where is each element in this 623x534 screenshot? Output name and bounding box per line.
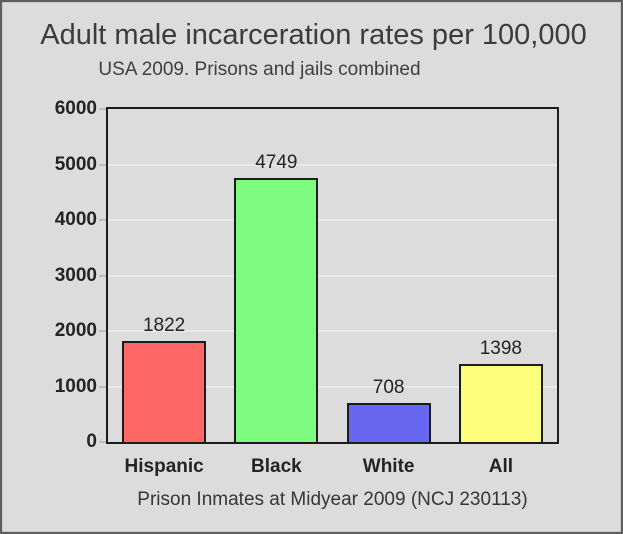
bar-black: [234, 178, 318, 442]
gridline-5000: [108, 163, 557, 166]
x-axis-label-all: All: [488, 456, 514, 477]
y-axis-label-4000: 4000: [54, 209, 97, 230]
y-axis-label-1000: 1000: [54, 375, 97, 397]
gridline-3000: [108, 274, 557, 277]
y-tick-1000: [99, 385, 106, 388]
y-axis-label-2000: 2000: [54, 320, 97, 341]
y-axis-label-3000: 3000: [54, 264, 97, 286]
x-axis-label-white: White: [362, 456, 415, 477]
y-tick-0: [99, 441, 106, 443]
y-axis-label-6000: 6000: [54, 98, 97, 119]
y-tick-2000: [99, 330, 106, 332]
gridline-1000: [108, 385, 557, 388]
y-tick-4000: [99, 219, 106, 221]
chart-title: Adult male incarceration rates per 100,0…: [40, 19, 587, 51]
bar-value-black: 4749: [255, 152, 298, 173]
bar-all: [459, 364, 543, 442]
x-axis-label-hispanic: Hispanic: [124, 456, 204, 477]
x-axis-label-black: Black: [251, 456, 302, 477]
bar-white: [347, 403, 431, 442]
y-axis-label-0: 0: [86, 431, 97, 452]
bar-hispanic: [122, 341, 206, 442]
chart-subtitle: USA 2009. Prisons and jails combined: [98, 59, 421, 80]
y-tick-3000: [99, 274, 106, 277]
gridline-2000: [108, 330, 557, 332]
bar-value-white: 708: [372, 377, 405, 398]
bar-value-all: 1398: [479, 338, 523, 359]
bar-value-hispanic: 1822: [142, 315, 186, 336]
y-tick-6000: [99, 108, 106, 110]
plot-area: 1822 4749 708 1398: [99, 107, 559, 444]
y-axis-label-5000: 5000: [54, 153, 97, 175]
source-caption: Prison Inmates at Midyear 2009 (NCJ 2301…: [137, 489, 528, 510]
y-tick-5000: [99, 163, 106, 166]
gridline-4000: [108, 219, 557, 221]
